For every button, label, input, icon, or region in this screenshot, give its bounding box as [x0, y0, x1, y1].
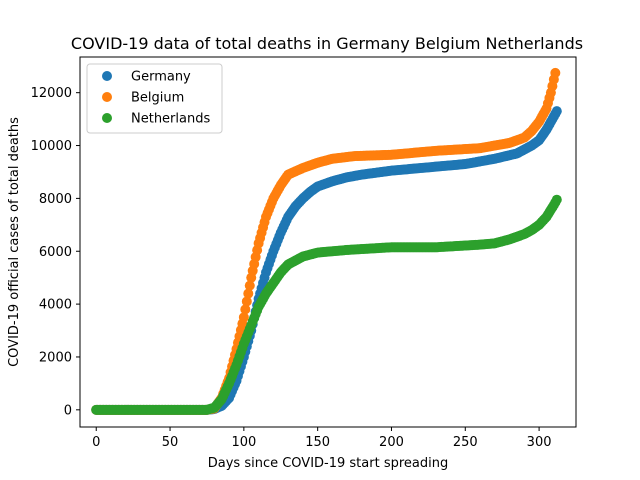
point-belgium	[244, 280, 255, 291]
chart-title: COVID-19 data of total deaths in Germany…	[71, 34, 583, 53]
y-tick-label: 8000	[39, 192, 72, 207]
plot-frame	[79, 56, 577, 428]
y-tick-label: 12000	[31, 86, 72, 101]
x-axis-ticks: 0 50 100 150 200 250 300	[92, 427, 552, 450]
x-tick-label: 250	[453, 435, 478, 450]
y-tick-label: 2000	[39, 350, 72, 365]
y-tick-label: 0	[64, 403, 72, 418]
legend-label-netherlands: Netherlands	[131, 112, 210, 127]
x-tick-label: 150	[305, 435, 330, 450]
legend-marker-belgium	[102, 92, 112, 102]
y-tick-label: 4000	[39, 298, 72, 313]
x-tick-label: 200	[379, 435, 404, 450]
point-belgium	[241, 296, 252, 307]
point-belgium	[238, 312, 249, 323]
x-tick-label: 0	[92, 435, 100, 450]
x-tick-label: 300	[527, 435, 552, 450]
legend-label-belgium: Belgium	[131, 91, 184, 106]
point-germany	[551, 106, 562, 117]
x-tick-label: 50	[162, 435, 179, 450]
legend: Germany Belgium Netherlands	[86, 63, 223, 134]
y-tick-label: 10000	[31, 139, 72, 154]
point-belgium	[240, 304, 251, 315]
y-tick-label: 6000	[39, 245, 72, 260]
legend-marker-netherlands	[102, 113, 112, 123]
point-belgium	[243, 288, 254, 299]
x-tick-label: 100	[231, 435, 256, 450]
y-axis-label: COVID-19 official cases of total deaths	[7, 117, 22, 367]
legend-box	[86, 63, 223, 134]
point-netherlands	[551, 194, 562, 205]
data-points	[91, 67, 562, 415]
y-axis-ticks: 0 2000 4000 6000 8000 10000 12000	[31, 86, 80, 418]
x-axis-label: Days since COVID-19 start spreading	[208, 456, 448, 471]
legend-marker-germany	[102, 71, 112, 81]
legend-label-germany: Germany	[131, 70, 191, 85]
point-belgium	[550, 67, 561, 78]
